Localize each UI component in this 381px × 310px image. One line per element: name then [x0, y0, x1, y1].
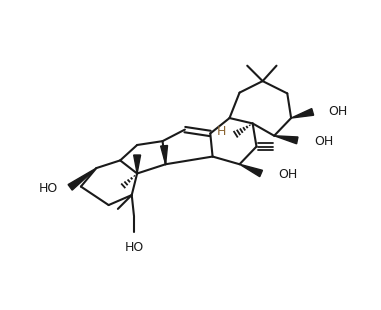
Text: HO: HO	[38, 182, 58, 195]
Text: OH: OH	[278, 168, 297, 181]
Polygon shape	[291, 108, 314, 118]
Text: OH: OH	[314, 135, 333, 148]
Text: H: H	[217, 125, 226, 138]
Polygon shape	[68, 168, 96, 190]
Polygon shape	[240, 164, 263, 177]
Text: OH: OH	[328, 104, 347, 117]
Text: HO: HO	[125, 241, 144, 254]
Polygon shape	[274, 136, 298, 144]
Polygon shape	[161, 145, 168, 164]
Polygon shape	[134, 155, 141, 174]
